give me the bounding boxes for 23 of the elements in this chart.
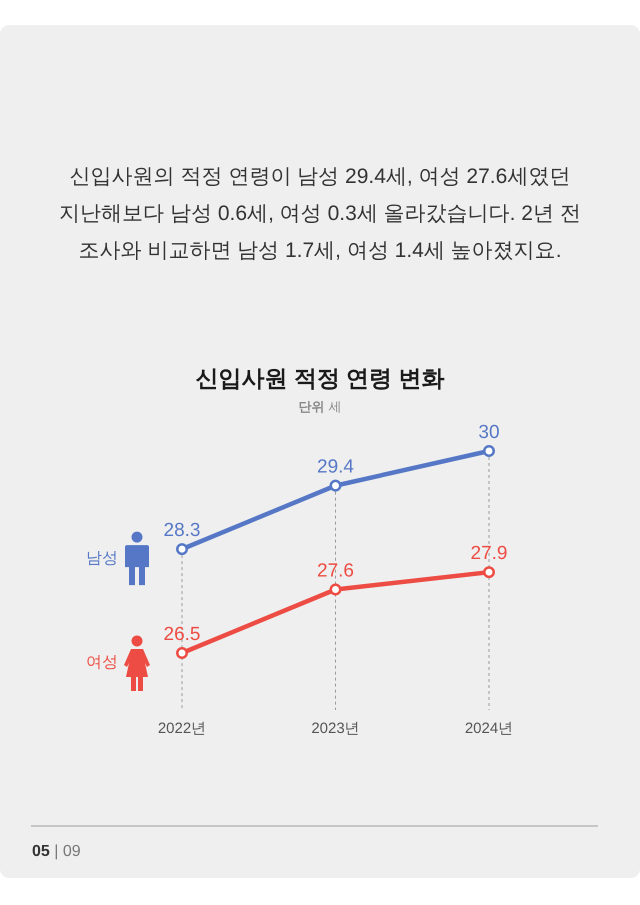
text: 신입사원의 적정 연령이 남성 29.4세, 여성 27.6세였던	[70, 165, 570, 188]
data-label: 27.6	[317, 560, 354, 582]
chart-title: 신입사원 적정 연령 변화	[195, 365, 445, 391]
x-tick-label: 2022년	[158, 720, 206, 737]
point	[483, 566, 495, 578]
text: 지난해보다 남성 0.6세, 여성 0.3세 올라갔습니다. 2년 전	[59, 202, 581, 225]
point	[176, 647, 188, 659]
data-label: 27.9	[470, 543, 508, 564]
x-tick-label: 2023년	[311, 720, 360, 737]
chart-subtitle: 단위 세	[298, 399, 342, 414]
point	[176, 543, 188, 556]
text: 05 | 09	[32, 843, 81, 860]
text: 여성	[86, 654, 118, 671]
data-label: 29.4	[317, 456, 354, 478]
point	[330, 480, 342, 492]
x-tick-label: 2024년	[464, 720, 514, 737]
point	[483, 445, 495, 457]
text: 조사와 비교하면 남성 1.7세, 여성 1.4세 높아졌지요.	[78, 239, 562, 262]
point	[330, 584, 342, 596]
data-label: 28.3	[164, 520, 200, 542]
data-label: 26.5	[164, 624, 200, 645]
text: 남성	[86, 550, 118, 568]
data-label: 30	[478, 422, 500, 443]
